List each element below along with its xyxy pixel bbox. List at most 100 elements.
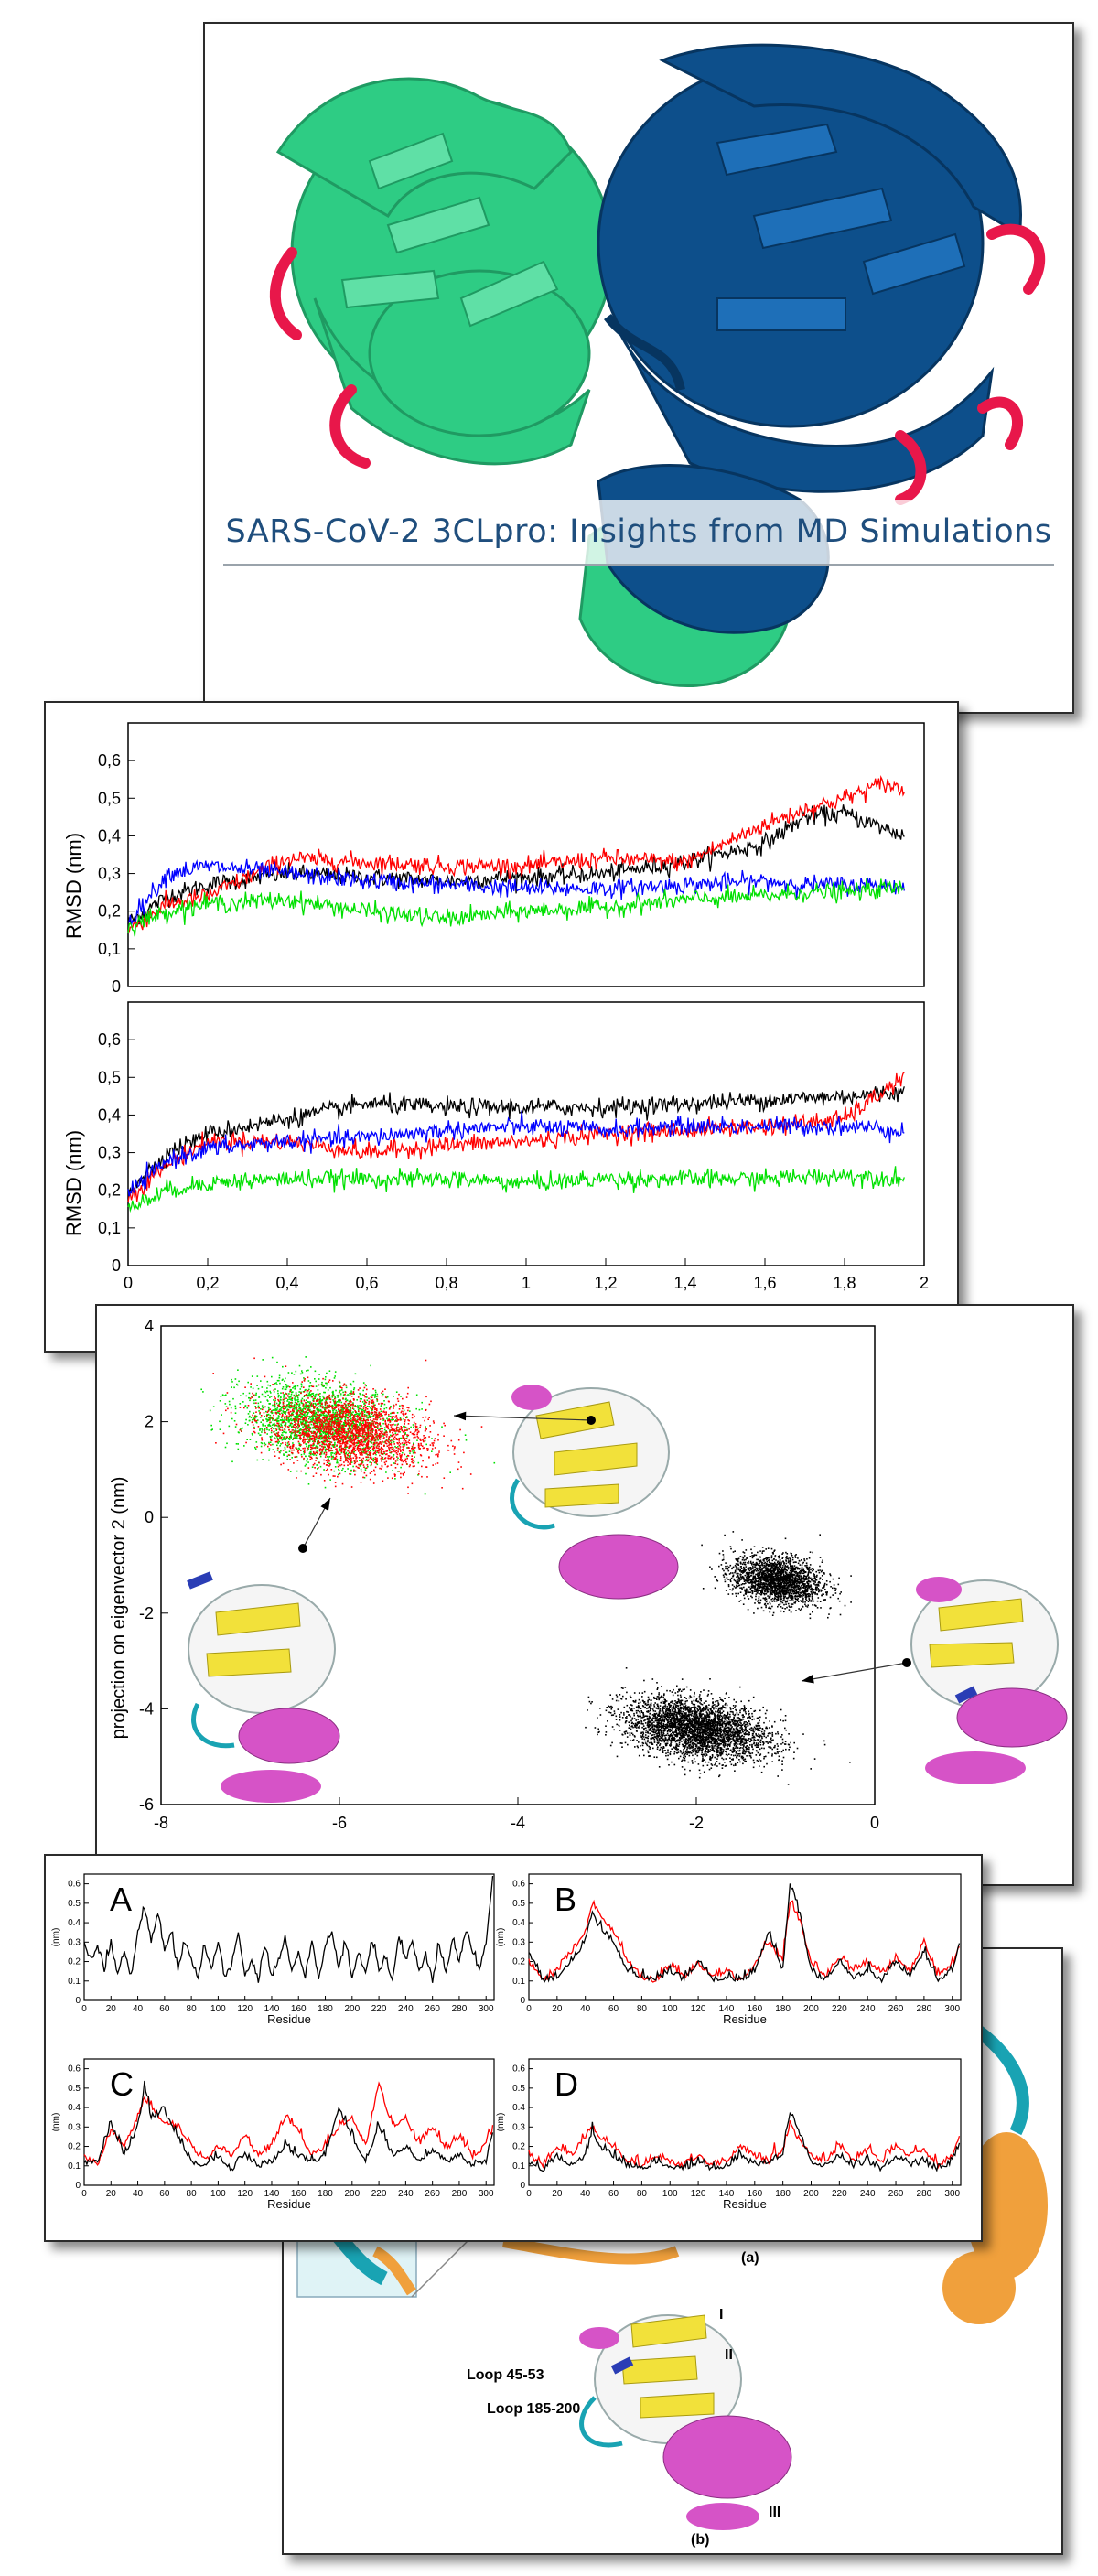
pca-point: [402, 1405, 404, 1407]
pca-point: [219, 1400, 221, 1402]
pca-point: [326, 1402, 328, 1405]
pca-point: [334, 1396, 337, 1399]
pca-point: [378, 1429, 380, 1431]
pca-point: [367, 1411, 369, 1413]
pca-point: [349, 1392, 350, 1395]
pca-point: [328, 1381, 330, 1383]
pca-point: [406, 1417, 408, 1418]
pca-point: [321, 1449, 323, 1450]
pca-point: [424, 1419, 425, 1422]
pca-point: [369, 1438, 371, 1440]
pca-point: [348, 1405, 350, 1407]
pca-point: [280, 1417, 283, 1418]
pca-point: [385, 1425, 388, 1427]
rmsd-bottom-ylabel: RMSD (nm): [62, 1130, 85, 1236]
pca-point: [635, 1727, 638, 1729]
pca-point: [310, 1385, 313, 1386]
pca-point: [252, 1434, 253, 1436]
pca-point: [322, 1414, 325, 1417]
pca-point: [725, 1736, 727, 1739]
pca-point: [358, 1414, 361, 1416]
pca-point: [310, 1447, 313, 1449]
pca-point: [322, 1448, 324, 1450]
pca-point: [342, 1408, 344, 1411]
pca-point: [272, 1424, 274, 1427]
pca-point: [354, 1406, 356, 1407]
pca-point: [346, 1408, 349, 1411]
pca-point: [389, 1420, 391, 1422]
pca-point: [312, 1415, 314, 1417]
pca-point: [341, 1432, 343, 1434]
pca-point: [248, 1416, 250, 1418]
pca-point: [328, 1379, 331, 1381]
pca-point: [321, 1445, 323, 1448]
pca-point: [357, 1444, 360, 1447]
pca-point: [304, 1447, 306, 1450]
pca-point: [666, 1719, 669, 1722]
pca-point: [321, 1406, 324, 1407]
pca-point: [356, 1438, 359, 1439]
pca-point: [338, 1417, 339, 1419]
pca-point: [429, 1431, 432, 1433]
pca-point: [293, 1427, 295, 1428]
pca-point: [322, 1406, 325, 1407]
pca-point: [314, 1406, 316, 1407]
pca-point: [424, 1493, 426, 1495]
pca-point: [370, 1441, 372, 1444]
pca-point: [313, 1398, 315, 1400]
rmsd-xtick-label: 0,6: [355, 1274, 378, 1292]
pca-point: [353, 1424, 355, 1426]
pca-point: [345, 1385, 348, 1386]
pca-point: [379, 1436, 381, 1439]
pca-point: [397, 1429, 399, 1431]
pca-point: [384, 1431, 387, 1434]
pca-point: [314, 1439, 316, 1441]
pca-point: [340, 1407, 342, 1409]
pca-point: [320, 1434, 323, 1436]
pca-point: [391, 1477, 393, 1480]
pca-point: [453, 1453, 456, 1455]
pca-point: [288, 1439, 291, 1441]
pca-point: [322, 1397, 325, 1399]
pca-point: [397, 1457, 399, 1460]
pca-point: [328, 1370, 331, 1372]
pca-point: [375, 1446, 378, 1448]
pca-point: [422, 1447, 425, 1450]
pca-point: [324, 1419, 326, 1422]
pca-point: [345, 1451, 348, 1454]
pca-point: [363, 1436, 366, 1438]
pca-point: [350, 1409, 352, 1412]
pca-point: [333, 1408, 336, 1411]
pca-point: [277, 1434, 279, 1436]
pca-point: [365, 1447, 367, 1450]
pca-point: [340, 1430, 343, 1433]
pca-point: [419, 1438, 422, 1440]
pca-point: [301, 1397, 304, 1400]
pca-point: [343, 1421, 345, 1424]
pca-point: [328, 1398, 331, 1400]
pca-point: [361, 1411, 362, 1413]
pca-point: [404, 1427, 407, 1428]
pca-point: [255, 1394, 257, 1396]
pca-point: [316, 1407, 318, 1410]
pca-point: [338, 1429, 340, 1431]
pca-point: [360, 1426, 362, 1428]
pca-point: [364, 1441, 366, 1443]
pca-point: [341, 1389, 343, 1391]
pca-point: [717, 1749, 719, 1751]
pca-point: [303, 1414, 305, 1416]
pca-point: [298, 1403, 301, 1405]
pca-point: [281, 1431, 284, 1434]
pca-point: [353, 1469, 355, 1471]
pca-point: [224, 1403, 227, 1405]
pca-point: [390, 1406, 392, 1407]
pca-ylabel: projection on eigenvector 2 (nm): [109, 1477, 129, 1740]
pca-point: [431, 1442, 434, 1444]
pca-point: [399, 1419, 402, 1421]
pca-point: [309, 1394, 312, 1396]
pca-point: [733, 1744, 736, 1747]
pca-point: [285, 1418, 288, 1420]
pca-point: [308, 1388, 310, 1391]
pca-point: [412, 1433, 414, 1436]
pca-point: [268, 1441, 270, 1444]
